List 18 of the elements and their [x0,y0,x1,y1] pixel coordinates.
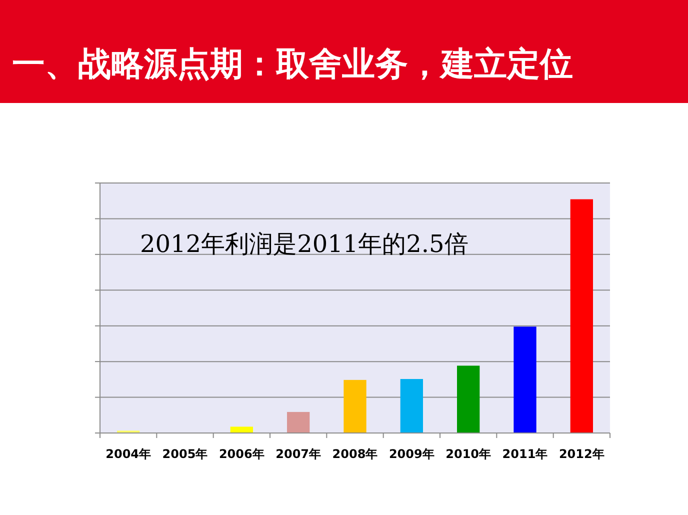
x-tick-label: 2010年 [446,447,492,461]
x-tick-label: 2004年 [106,447,152,461]
bar [344,380,366,433]
annotation: 2012年利润是2011年的2.5倍 [140,230,468,258]
bar [457,366,480,433]
bar [570,199,593,433]
bar [400,379,423,433]
x-tick-label: 2011年 [502,447,548,461]
x-tick-label: 2012年 [558,447,604,461]
x-tick-label: 2009年 [388,447,434,461]
x-tick-label: 2008年 [332,447,378,461]
bar [230,426,253,433]
chart-title: 一、战略源点期：取舍业务，建立定位 [12,44,573,83]
bar [514,326,536,433]
x-tick-label: 2006年 [218,447,264,461]
x-tick-label: 2005年 [162,447,208,461]
x-tick-label: 2007年 [276,447,322,461]
bar [287,412,310,433]
